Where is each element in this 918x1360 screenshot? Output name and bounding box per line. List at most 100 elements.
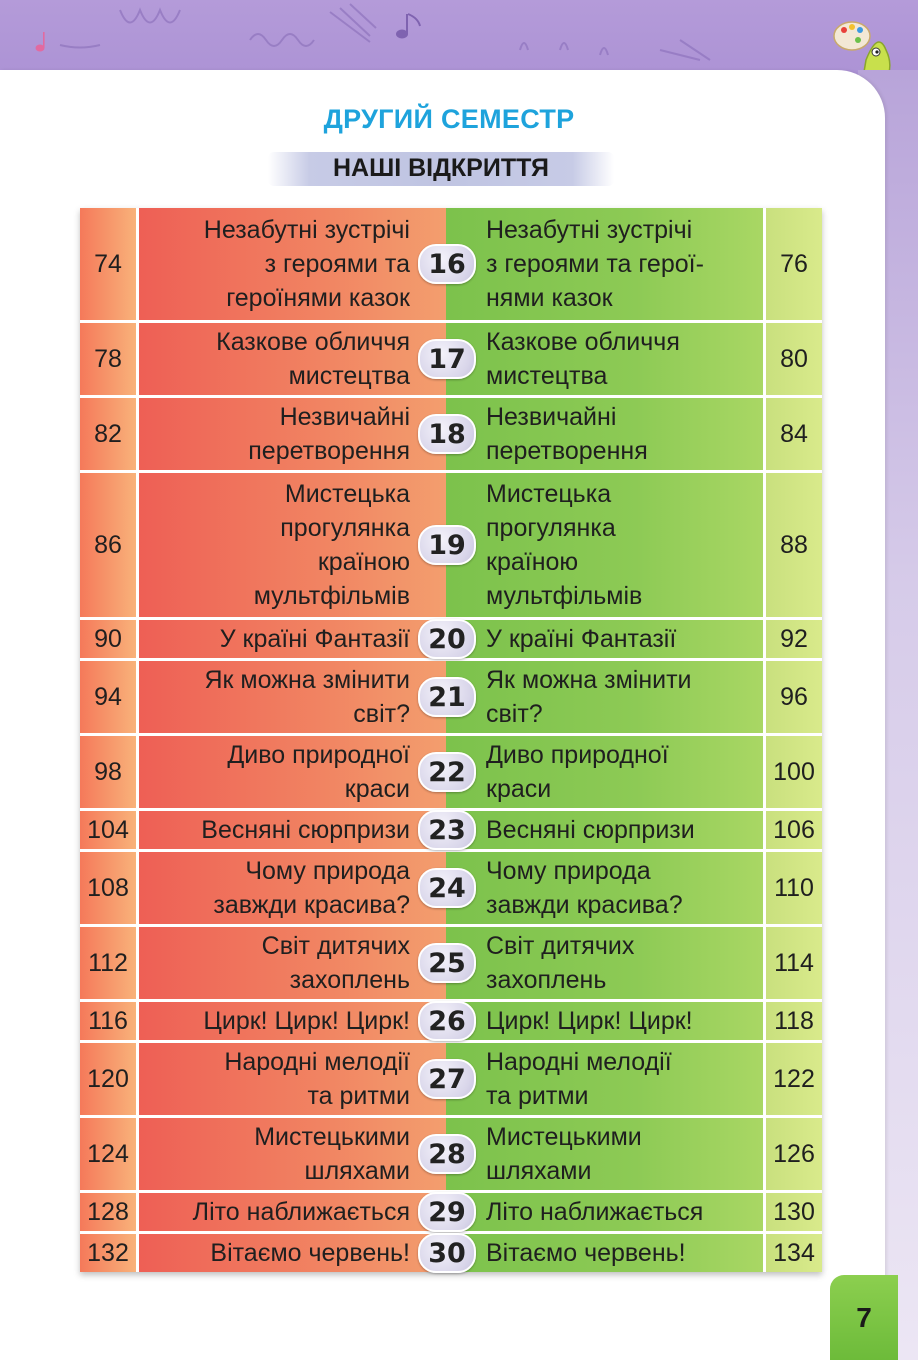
left-lesson-title: Казкове обличчя мистецтва [139, 323, 446, 395]
right-page-number: 126 [763, 1118, 822, 1190]
left-page-number: 112 [80, 927, 139, 999]
right-page-number-text: 122 [773, 1064, 815, 1093]
right-page-number: 130 [763, 1193, 822, 1231]
lesson-number-badge: 22 [418, 752, 476, 792]
left-lesson-title-text: Казкове обличчя мистецтва [216, 328, 410, 390]
left-page-number: 108 [80, 852, 139, 924]
right-lesson-title-text: Мистецька прогулянка країною мультфільмі… [486, 480, 643, 610]
left-page-number-text: 132 [87, 1238, 129, 1267]
left-lesson-title-text: Чому природа завжди красива? [213, 857, 410, 919]
right-lesson-title: Народні мелодії та ритми [446, 1043, 763, 1115]
toc-row[interactable]: 94 Як можна змінити світ? Як можна змінити… [80, 661, 822, 736]
right-lesson-title-text: Як можна змінити світ? [486, 666, 692, 728]
right-page-number-text: 100 [773, 757, 815, 786]
toc-row[interactable]: 128 Літо наближається Літо наближається 130… [80, 1192, 822, 1234]
toc-row[interactable]: 78 Казкове обличчя мистецтва Казкове облич… [80, 323, 822, 398]
right-lesson-title: Мистецька прогулянка країною мультфільмі… [446, 473, 763, 617]
left-page-number: 86 [80, 473, 139, 617]
lesson-number-badge: 30 [418, 1233, 476, 1273]
toc-row[interactable]: 112 Світ дитячих захоплень Світ дитячих за… [80, 927, 822, 1002]
left-page-number-text: 78 [94, 344, 122, 373]
right-lesson-title-text: Народні мелодії та ритми [486, 1048, 672, 1110]
right-lesson-title: Як можна змінити світ? [446, 661, 763, 733]
left-lesson-title-text: Диво природної краси [227, 741, 410, 803]
toc-row[interactable]: 108 Чому природа завжди красива? Чому прир… [80, 852, 822, 927]
right-page-number-text: 110 [774, 873, 814, 902]
left-page-number: 104 [80, 811, 139, 849]
right-lesson-title-text: Незабутні зустрічі з героями та герої- н… [486, 216, 704, 312]
left-page-number-text: 124 [87, 1139, 129, 1168]
right-page-number: 118 [763, 1002, 822, 1040]
right-page-number-text: 96 [780, 682, 808, 711]
left-lesson-title: Мистецькими шляхами [139, 1118, 446, 1190]
toc-row[interactable]: 104 Весняні сюрпризи Весняні сюрпризи 106 23 [80, 810, 822, 852]
left-lesson-title-text: Світ дитячих захоплень [261, 932, 410, 994]
left-page-number-text: 108 [87, 873, 129, 902]
left-lesson-title-text: Цирк! Цирк! Цирк! [203, 1007, 410, 1035]
lesson-number-badge: 29 [418, 1192, 476, 1232]
music-note-icon [35, 32, 45, 52]
left-lesson-title-text: У країні Фантазії [219, 625, 410, 653]
right-lesson-title: Незабутні зустрічі з героями та герої- н… [446, 208, 763, 320]
toc-row[interactable]: 86 Мистецька прогулянка країною мультфіль… [80, 473, 822, 620]
left-lesson-title-text: Мистецькими шляхами [254, 1123, 410, 1185]
right-page-number-text: 92 [780, 624, 808, 653]
right-page-number: 88 [763, 473, 822, 617]
toc-row[interactable]: 90 У країні Фантазії У країні Фантазії 92 20 [80, 619, 822, 661]
right-page-number: 96 [763, 661, 822, 733]
semester-heading: ДРУГИЙ СЕМЕСТР [323, 104, 575, 134]
left-page-number-text: 90 [94, 624, 122, 653]
lesson-number-badge: 24 [418, 868, 476, 908]
left-page-number-text: 86 [94, 530, 122, 559]
right-page-number-text: 134 [773, 1238, 815, 1267]
table-of-contents: 74 Незабутні зустрічі з героями та героїн… [80, 208, 822, 1273]
right-page-number: 114 [763, 927, 822, 999]
toc-row[interactable]: 132 Вітаємо червень! Вітаємо червень! 134 30 [80, 1233, 822, 1273]
left-lesson-title: Незабутні зустрічі з героями та героїням… [139, 208, 446, 320]
right-page-number: 92 [763, 620, 822, 658]
left-page-number-text: 104 [87, 815, 129, 844]
lesson-number-badge: 21 [418, 677, 476, 717]
right-page-number-text: 88 [780, 530, 808, 559]
right-page-number: 122 [763, 1043, 822, 1115]
left-page-number-text: 98 [94, 757, 122, 786]
right-page-number-text: 84 [780, 419, 808, 448]
lesson-number-badge: 18 [418, 414, 476, 454]
left-page-number: 82 [80, 398, 139, 470]
left-page-number-text: 94 [94, 682, 122, 711]
right-page-number-text: 114 [774, 948, 814, 977]
toc-row[interactable]: 120 Народні мелодії та ритми Народні мелод… [80, 1043, 822, 1118]
left-page-number: 78 [80, 323, 139, 395]
right-lesson-title-text: Світ дитячих захоплень [486, 932, 635, 994]
lesson-number-badge: 25 [418, 943, 476, 983]
right-lesson-title: Весняні сюрпризи [446, 811, 763, 849]
lesson-number-badge: 23 [418, 810, 476, 850]
right-page-number: 80 [763, 323, 822, 395]
right-lesson-title: Мистецькими шляхами [446, 1118, 763, 1190]
left-lesson-title: Цирк! Цирк! Цирк! [139, 1002, 446, 1040]
brush-stroke [268, 152, 614, 186]
left-lesson-title-text: Літо наближається [192, 1198, 410, 1226]
toc-row[interactable]: 74 Незабутні зустрічі з героями та героїн… [80, 208, 822, 323]
left-page-number: 98 [80, 736, 139, 808]
right-lesson-title-text: Мистецькими шляхами [486, 1123, 642, 1185]
toc-row[interactable]: 98 Диво природної краси Диво природної кра… [80, 736, 822, 811]
right-page-number-text: 118 [774, 1006, 814, 1035]
left-lesson-title: Вітаємо червень! [139, 1234, 446, 1272]
right-lesson-title-text: Вітаємо червень! [486, 1239, 686, 1267]
right-lesson-title: Чому природа завжди красива? [446, 852, 763, 924]
toc-row[interactable]: 116 Цирк! Цирк! Цирк! Цирк! Цирк! Цирк! 118… [80, 1001, 822, 1043]
right-lesson-title: Диво природної краси [446, 736, 763, 808]
toc-row[interactable]: 124 Мистецькими шляхами Мистецькими шляхам… [80, 1118, 822, 1193]
left-lesson-title: Літо наближається [139, 1193, 446, 1231]
left-lesson-title: Незвичайні перетворення [139, 398, 446, 470]
left-page-number-text: 120 [87, 1064, 129, 1093]
left-page-number: 120 [80, 1043, 139, 1115]
lesson-number-badge: 16 [418, 244, 476, 284]
toc-row[interactable]: 82 Незвичайні перетворення Незвичайні пере… [80, 398, 822, 473]
left-lesson-title-text: Як можна змінити світ? [204, 666, 410, 728]
lesson-number-badge: 27 [418, 1059, 476, 1099]
left-page-number: 116 [80, 1002, 139, 1040]
left-page-number-text: 112 [88, 948, 128, 977]
left-lesson-title-text: Незвичайні перетворення [248, 403, 410, 465]
